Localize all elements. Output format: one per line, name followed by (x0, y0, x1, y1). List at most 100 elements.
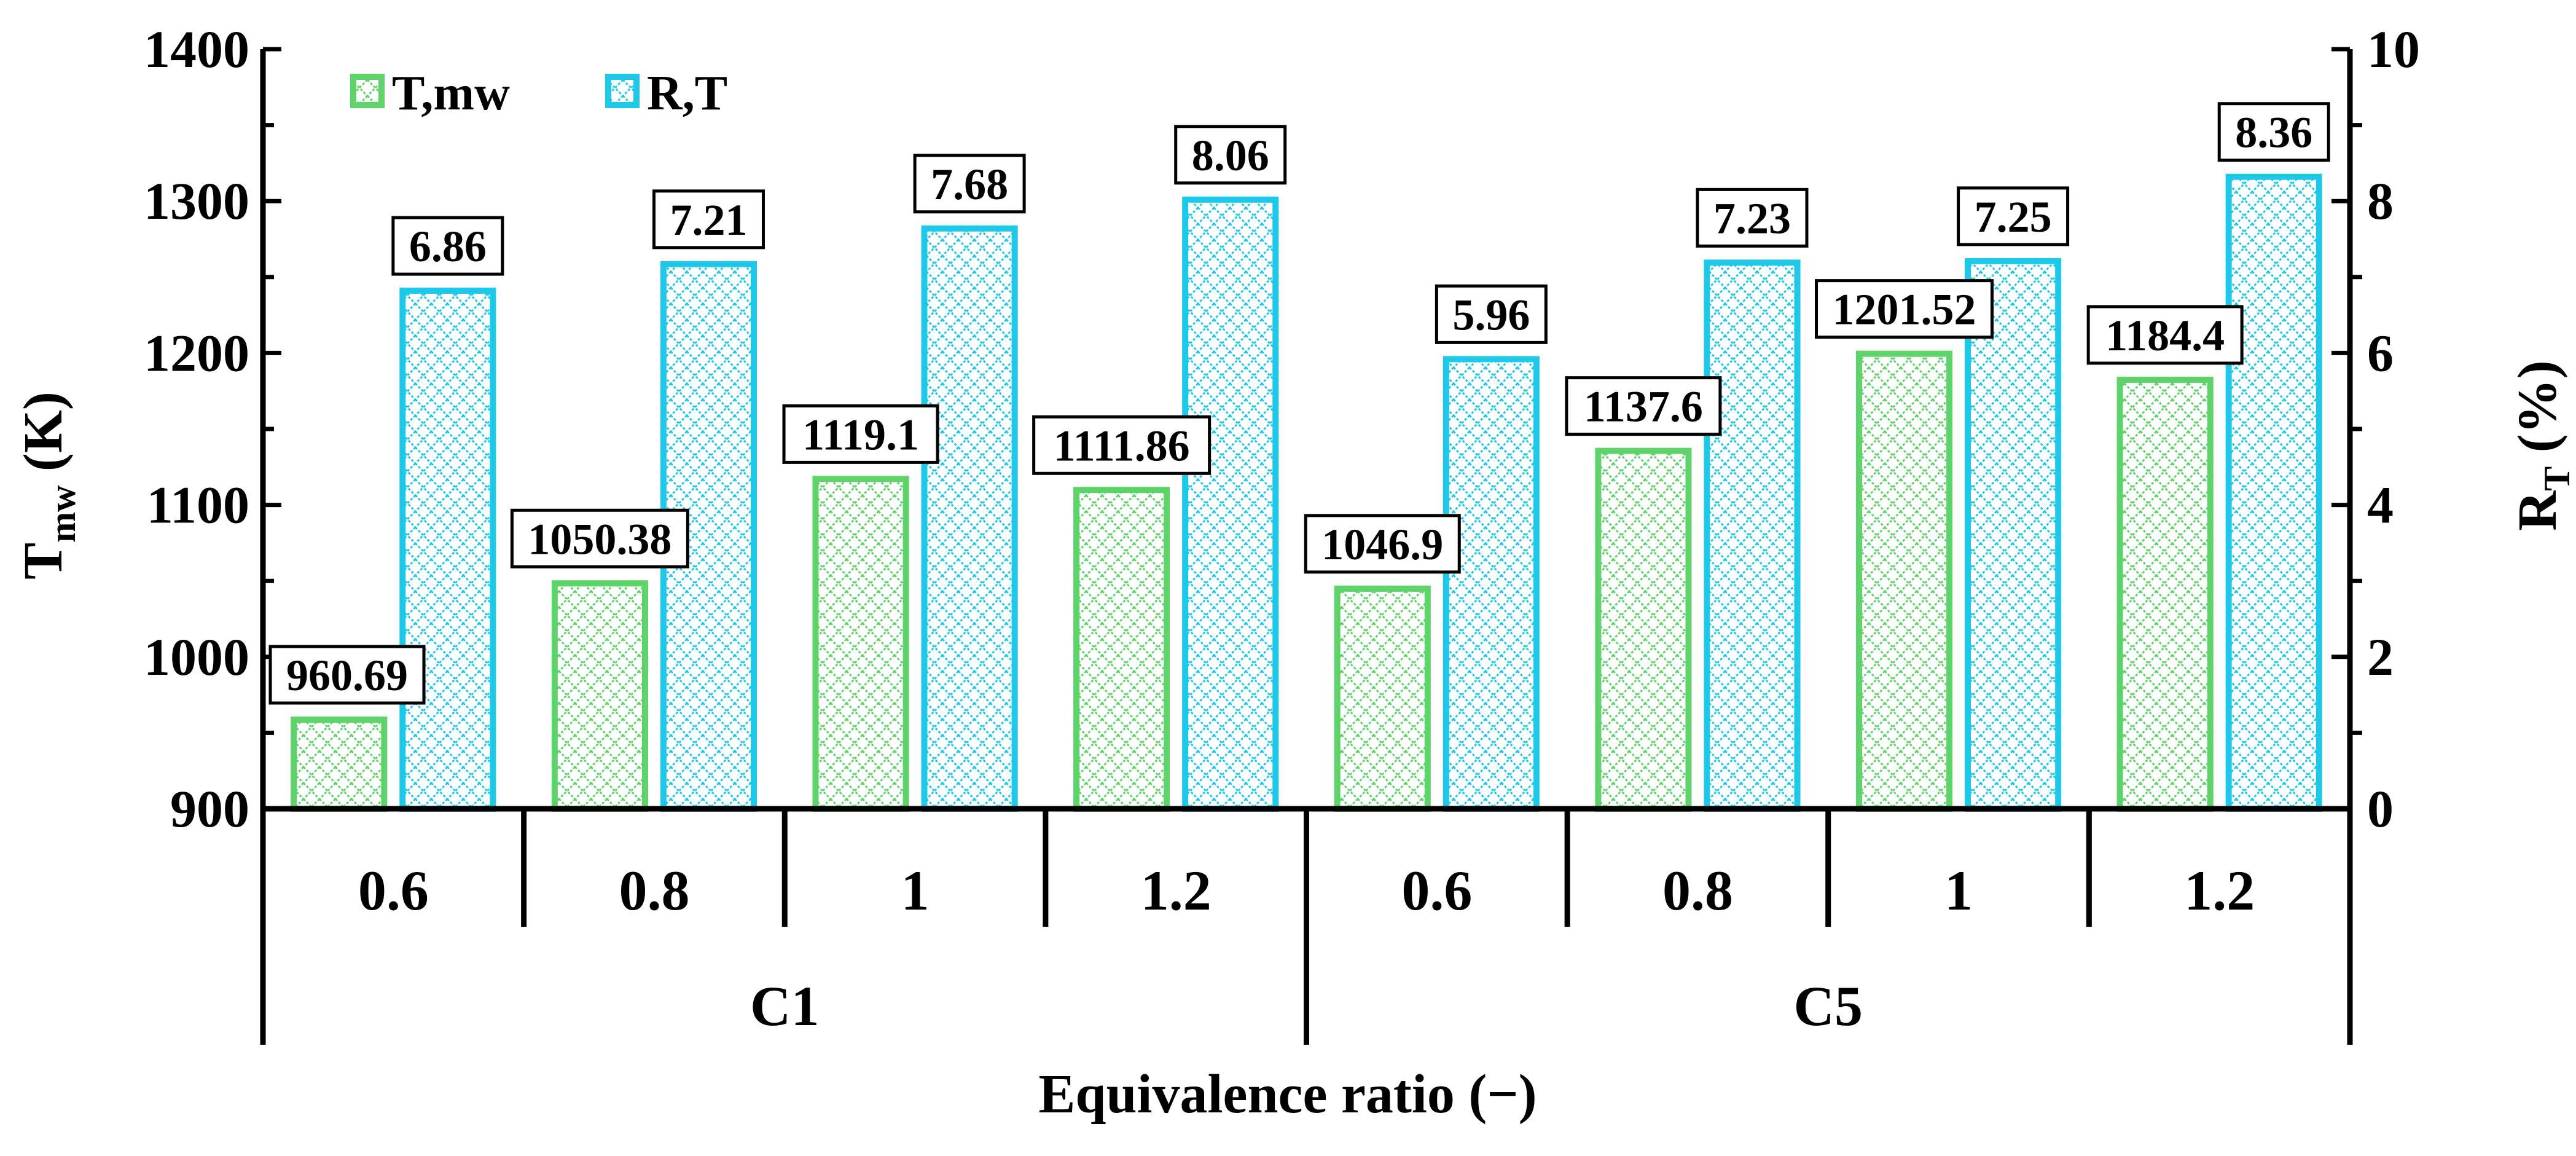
data-label-text: 1184.4 (2105, 311, 2225, 360)
data-label-tmw-4: 1046.9 (1304, 514, 1461, 574)
data-label-text: 7.21 (670, 195, 747, 245)
data-label-box (782, 404, 939, 464)
data-label-text: 1111.86 (1054, 421, 1190, 470)
legend-swatch-rt (605, 74, 640, 108)
axes: 900 1000 1100 1200 1300 1400 0 2 4 6 8 10 0.6 0.8 1 1.2… (144, 20, 2420, 1045)
data-label-rt-6: 7.25 (1957, 186, 2070, 246)
svg-text:Tmw (K): Tmw (K) (13, 391, 83, 580)
y-axis-title-sub: mw (42, 485, 83, 543)
x-category-label: 1.2 (1141, 859, 1212, 922)
x-group-label-c5: C5 (1794, 975, 1863, 1037)
data-label-rt-7: 8.36 (2217, 102, 2330, 162)
x-category-label: 1.2 (2184, 859, 2255, 922)
y2-tick-label: 10 (2367, 20, 2420, 79)
data-labels: 960.69 1050.38 1119.1 1111.86 1046.9 1137.6 12… (268, 102, 2330, 705)
data-label-box (652, 189, 765, 250)
x-category-label: 0.6 (358, 859, 429, 922)
data-label-text: 7.68 (931, 160, 1008, 209)
x-category-label: 1 (1944, 859, 1973, 922)
legend-swatch-tmw (350, 74, 385, 108)
data-label-box (1565, 376, 1722, 436)
data-label-text: 1119.1 (802, 410, 919, 459)
data-label-rt-0: 6.86 (391, 216, 504, 276)
legend-label-tmw: T,mw (392, 66, 510, 120)
bar-rt-4 (1443, 356, 1540, 812)
bar-tmw-0 (291, 716, 388, 812)
bar-tmw-3 (1073, 487, 1170, 812)
data-label-box (1696, 187, 1809, 248)
data-label-box (510, 508, 689, 568)
bar-rt-6 (1965, 258, 2062, 812)
bar-rt-0 (399, 288, 496, 812)
y-tick-label: 1100 (147, 476, 249, 535)
data-label-box (1957, 186, 2070, 246)
data-label-rt-1: 7.21 (652, 189, 765, 250)
data-label-box (391, 216, 504, 276)
legend: T,mw R,T (350, 66, 727, 120)
data-label-box (1435, 284, 1548, 344)
bar-tmw-4 (1334, 585, 1431, 812)
bar-rt-5 (1704, 259, 1801, 812)
svg-text:RT (%): RT (%) (2507, 360, 2576, 530)
bars (291, 173, 2322, 812)
y-tick-label: 1200 (144, 323, 249, 382)
y2-axis-title-unit: (%) (2507, 360, 2568, 466)
data-label-rt-2: 7.68 (913, 154, 1026, 214)
data-label-tmw-2: 1119.1 (782, 404, 939, 464)
bar-tmw-2 (812, 476, 909, 812)
y2-tick-label: 8 (2367, 171, 2394, 230)
data-label-rt-4: 5.96 (1435, 284, 1548, 344)
data-label-tmw-3: 1111.86 (1032, 415, 1212, 475)
data-label-tmw-7: 1184.4 (2086, 305, 2244, 365)
y-tick-label: 900 (170, 779, 249, 838)
data-label-text: 8.06 (1192, 131, 1269, 180)
x-category-label: 0.6 (1401, 859, 1472, 922)
bar-tmw-6 (1855, 350, 1953, 812)
bar-tmw-5 (1595, 447, 1692, 812)
data-label-text: 960.69 (286, 651, 408, 700)
x-category-label: 0.8 (1662, 859, 1733, 922)
bar-rt-7 (2225, 173, 2322, 812)
data-label-tmw-5: 1137.6 (1565, 376, 1722, 436)
y-tick-label: 1000 (144, 627, 249, 686)
y2-tick-label: 0 (2367, 779, 2394, 838)
y2-axis-title-sub: T (2537, 466, 2576, 491)
y-tick-label: 1400 (144, 20, 249, 79)
data-label-tmw-1: 1050.38 (510, 508, 689, 568)
data-label-box (2217, 102, 2330, 162)
y2-tick-label: 2 (2367, 627, 2394, 686)
x-group-label-c1: C1 (750, 975, 819, 1037)
data-label-text: 1046.9 (1321, 520, 1443, 569)
legend-label-rt: R,T (647, 66, 727, 120)
data-label-rt-5: 7.23 (1696, 187, 1809, 248)
data-label-box (1032, 415, 1212, 475)
data-label-box (2086, 305, 2244, 365)
y-axis-title-main: T (13, 543, 74, 580)
data-label-tmw-0: 960.69 (268, 645, 426, 705)
y2-tick-label: 6 (2367, 323, 2394, 382)
data-label-text: 7.23 (1713, 194, 1791, 243)
data-label-text: 5.96 (1452, 290, 1530, 339)
x-category-label: 1 (901, 859, 930, 922)
data-label-box (1815, 279, 1994, 339)
data-label-text: 1050.38 (528, 514, 671, 564)
x-axis-title: Equivalence ratio (−) (1038, 1064, 1537, 1125)
data-label-rt-3: 8.06 (1174, 125, 1287, 185)
y2-axis-title: RT (%) (2507, 360, 2576, 530)
bar-tmw-7 (2116, 376, 2214, 812)
y2-axis-title-main: R (2507, 490, 2568, 531)
data-label-text: 8.36 (2235, 108, 2312, 157)
bar-tmw-1 (551, 580, 648, 812)
bar-rt-2 (921, 225, 1018, 812)
data-label-tmw-6: 1201.52 (1815, 279, 1994, 339)
data-label-box (1174, 125, 1287, 185)
data-label-text: 1201.52 (1833, 285, 1976, 334)
y-axis-title: Tmw (K) (13, 391, 83, 580)
bar-rt-3 (1182, 196, 1279, 812)
y-axis-title-unit: (K) (13, 391, 74, 485)
y2-tick-label: 4 (2367, 476, 2394, 535)
data-label-box (268, 645, 426, 705)
data-label-box (913, 154, 1026, 214)
data-label-text: 1137.6 (1584, 382, 1703, 431)
